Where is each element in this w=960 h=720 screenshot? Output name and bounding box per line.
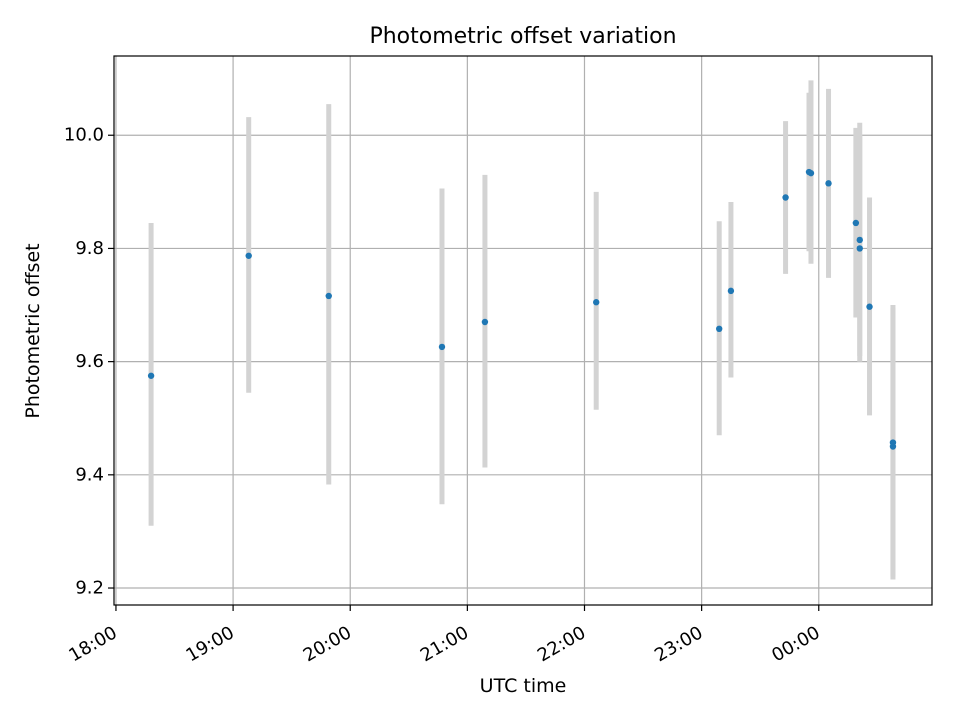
data-point [866, 303, 873, 310]
data-point [807, 169, 815, 177]
data-point [438, 343, 446, 351]
data-point [782, 194, 789, 201]
chart-title: Photometric offset variation [369, 24, 676, 49]
data-point [245, 252, 252, 259]
y-tick-label: 9.2 [75, 578, 104, 599]
data-point [852, 219, 860, 227]
data-point [716, 325, 723, 333]
data-point [889, 443, 897, 450]
gridlines [114, 56, 932, 605]
data-point [593, 299, 600, 306]
y-tick-label: 9.8 [75, 238, 104, 259]
data-point [147, 372, 155, 379]
data-point [481, 318, 489, 326]
data-point [856, 236, 863, 244]
x-axis-label: UTC time [480, 675, 567, 697]
y-axis-label: Photometric offset [22, 243, 44, 418]
y-tick-label: 9.4 [75, 464, 104, 485]
y-tick-label: 9.6 [75, 351, 104, 372]
data-points [147, 168, 897, 450]
data-point [856, 245, 863, 252]
plot-frame [113, 55, 933, 606]
y-tick-label: 10.0 [64, 125, 104, 146]
data-point [325, 292, 332, 300]
data-point [727, 287, 735, 295]
data-point [825, 180, 832, 187]
y-axis-ticks: 9.2 9.4 9.6 9.8 10.0 [64, 125, 114, 599]
